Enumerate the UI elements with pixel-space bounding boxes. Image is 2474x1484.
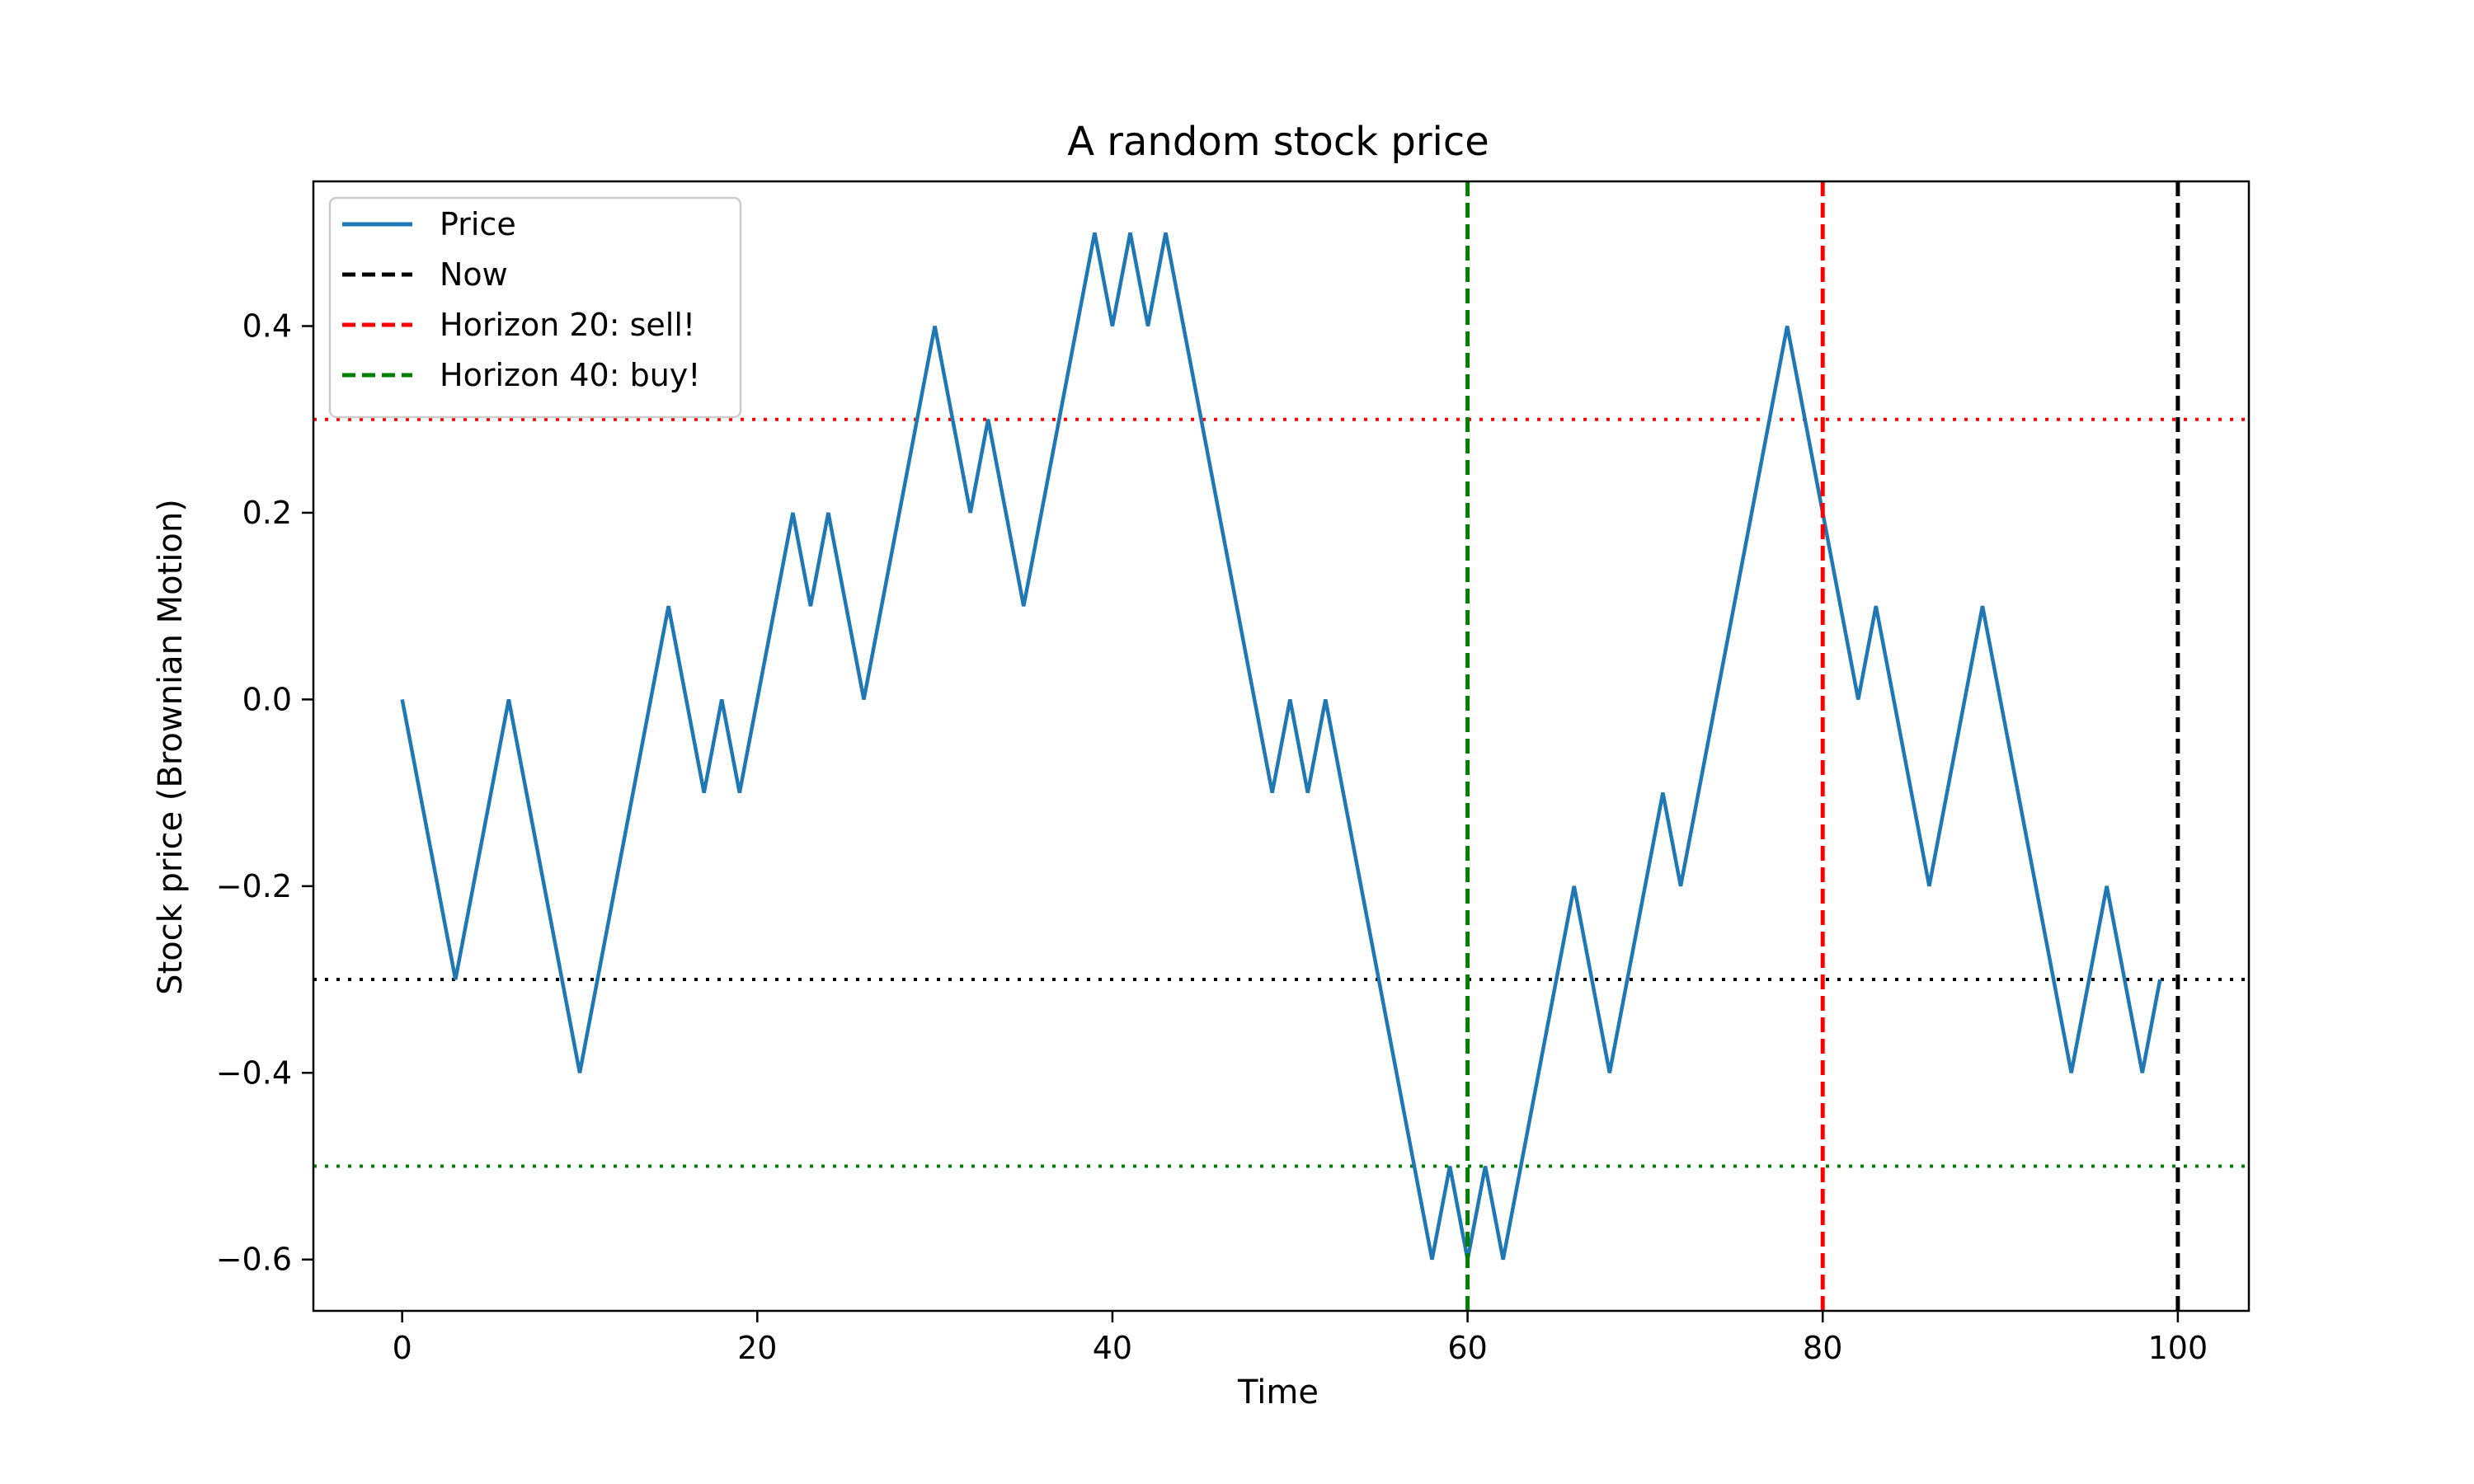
legend: Price Now Horizon 20: sell! Horizon 40: buy…	[328, 196, 742, 419]
y-tick-label: 0.0	[242, 681, 292, 717]
x-axis-label: Time	[1237, 1374, 1319, 1411]
y-tick-label: 0.4	[242, 308, 292, 344]
y-tick-label: 0.2	[242, 495, 292, 531]
axes-frame	[312, 180, 2251, 1313]
legend-frame	[328, 196, 742, 419]
legend-entry-label: Price	[440, 206, 516, 242]
y-tick-label: −0.4	[216, 1054, 292, 1091]
legend-entry-label: Horizon 20: sell!	[440, 307, 695, 343]
x-tick-label: 60	[1447, 1330, 1487, 1366]
price-series-line	[400, 232, 2162, 1261]
y-tick-label: −0.2	[216, 868, 292, 904]
y-tick-label: −0.6	[216, 1242, 292, 1278]
x-tick-label: 100	[2148, 1330, 2208, 1366]
legend-entry-label: Now	[440, 256, 508, 293]
chart-title: A random stock price	[1067, 119, 1489, 165]
y-axis-label: Stock price (Brownian Motion)	[152, 499, 190, 995]
plot-area: 0 20 40 60 80 100 −0.6 −0.4 −0.2 0.0 0.2 0.4	[216, 180, 2251, 1366]
x-tick-label: 40	[1093, 1330, 1132, 1366]
x-tick-label: 80	[1803, 1330, 1842, 1366]
legend-entry-label: Horizon 40: buy!	[440, 357, 701, 393]
x-tick-label: 20	[737, 1330, 777, 1366]
x-tick-label: 0	[393, 1330, 412, 1366]
